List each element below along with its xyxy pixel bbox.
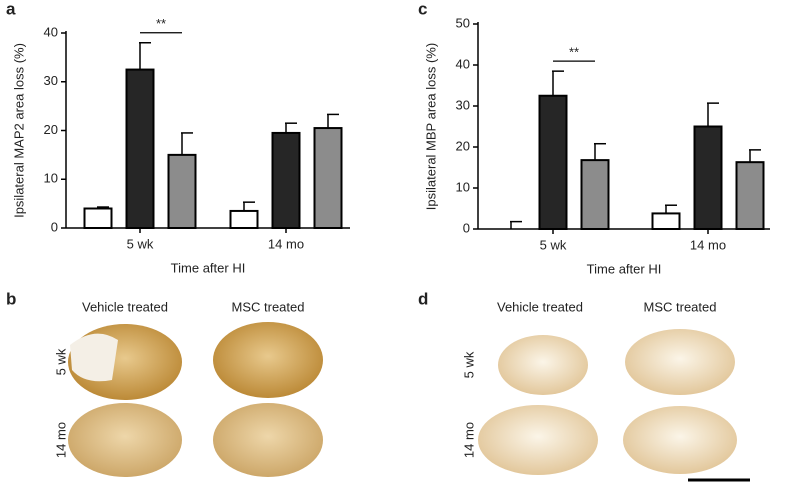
bar — [83, 207, 113, 229]
bar — [735, 161, 765, 230]
bar — [271, 131, 301, 229]
y-tick-label: 30 — [44, 73, 58, 88]
column-label: MSC treated — [644, 299, 717, 314]
y-tick-label: 10 — [44, 171, 58, 186]
x-axis-label: Time after HI — [587, 261, 662, 276]
brain-image — [478, 405, 598, 475]
x-tick-label: 5 wk — [127, 236, 154, 251]
brain-image — [213, 322, 323, 398]
panel-label: d — [418, 289, 428, 308]
x-tick-label: 5 wk — [540, 237, 567, 252]
brain-image — [623, 406, 737, 474]
column-label: MSC treated — [232, 299, 305, 314]
bar — [229, 209, 259, 229]
y-tick-label: 20 — [44, 122, 58, 137]
brain-image — [213, 403, 323, 477]
y-axis-label: Ipsilateral MAP2 area loss (%) — [11, 43, 26, 218]
brain-image — [498, 335, 588, 395]
x-axis-label: Time after HI — [171, 260, 246, 275]
row-label: 5 wk — [53, 348, 68, 375]
y-tick-label: 0 — [51, 219, 58, 234]
y-tick-label: 20 — [456, 138, 470, 153]
lesion — [70, 333, 118, 382]
x-tick-label: 14 mo — [690, 237, 726, 252]
significance-label: ** — [569, 45, 579, 60]
panel-label: a — [6, 0, 16, 18]
brain-image — [625, 329, 735, 395]
panel-label: c — [418, 0, 427, 18]
y-tick-label: 30 — [456, 97, 470, 112]
significance-label: ** — [156, 16, 166, 31]
y-axis-label: Ipsilateral MBP area loss (%) — [423, 43, 438, 210]
brain-image — [68, 403, 182, 477]
y-tick-label: 40 — [456, 56, 470, 71]
bar — [167, 153, 197, 229]
bar — [693, 125, 723, 230]
bar — [313, 127, 343, 229]
y-tick-label: 40 — [44, 24, 58, 39]
y-tick-label: 0 — [463, 220, 470, 235]
bar — [580, 159, 610, 230]
x-tick-label: 14 mo — [268, 236, 304, 251]
bar — [651, 212, 681, 230]
bar — [538, 94, 568, 230]
column-label: Vehicle treated — [497, 299, 583, 314]
row-label: 14 mo — [53, 422, 68, 458]
panel-label: b — [6, 289, 16, 308]
column-label: Vehicle treated — [82, 299, 168, 314]
row-label: 5 wk — [461, 351, 476, 378]
row-label: 14 mo — [461, 422, 476, 458]
y-tick-label: 50 — [456, 15, 470, 30]
bar — [125, 68, 155, 229]
y-tick-label: 10 — [456, 179, 470, 194]
brain-images — [68, 322, 750, 482]
